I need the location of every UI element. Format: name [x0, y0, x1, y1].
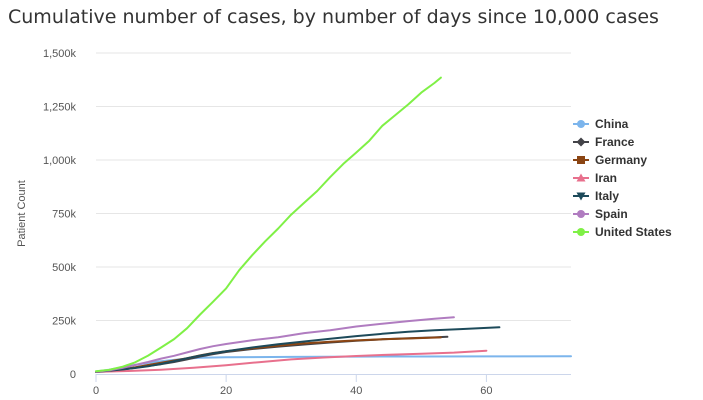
- series-line-spain[interactable]: [95, 316, 455, 373]
- legend-label: China: [595, 117, 629, 131]
- series-line-united-states[interactable]: [95, 76, 442, 373]
- y-axis-title: Patient Count: [16, 180, 28, 247]
- legend-item-france[interactable]: France: [573, 135, 635, 149]
- diamond-marker-icon: [576, 137, 586, 147]
- series-line-italy[interactable]: [95, 326, 501, 373]
- y-tick-label: 1,000k: [43, 155, 77, 167]
- legend-label: Iran: [595, 171, 617, 185]
- circle-marker-icon: [577, 120, 585, 128]
- x-tick-label: 40: [350, 385, 362, 397]
- legend-item-spain[interactable]: Spain: [573, 207, 628, 221]
- legend-item-china[interactable]: China: [573, 117, 629, 131]
- x-tick-label: 0: [93, 385, 99, 397]
- grid-lines: [96, 52, 571, 321]
- y-tick-label: 250k: [52, 316, 76, 328]
- circle-marker-icon: [577, 210, 585, 218]
- legend-label: Germany: [595, 153, 647, 167]
- y-tick-label: 1,250k: [43, 102, 77, 114]
- y-tick-label: 500k: [52, 262, 76, 274]
- y-tick-label: 1,500k: [43, 48, 77, 60]
- legend-item-united-states[interactable]: United States: [573, 225, 672, 239]
- legend: China France Germany Iran Italy Spain United S…: [573, 117, 672, 239]
- legend-item-italy[interactable]: Italy: [573, 189, 619, 203]
- series-lines: [95, 76, 572, 373]
- legend-item-germany[interactable]: Germany: [573, 153, 647, 167]
- x-tick-label: 60: [480, 385, 492, 397]
- legend-label: Spain: [595, 207, 628, 221]
- axes: 0 250k 500k 750k 1,000k 1,250k 1,500k 0 20 40 60: [43, 48, 571, 397]
- x-tick-label: 20: [220, 385, 232, 397]
- legend-item-iran[interactable]: Iran: [573, 171, 617, 185]
- triangle-down-marker-icon: [576, 192, 586, 201]
- square-marker-icon: [577, 156, 585, 164]
- y-tick-label: 750k: [52, 209, 76, 221]
- series-line-iran[interactable]: [95, 349, 488, 373]
- legend-label: Italy: [595, 189, 619, 203]
- legend-label: France: [595, 135, 635, 149]
- legend-label: United States: [595, 225, 672, 239]
- circle-marker-icon: [577, 228, 585, 236]
- chart-title: Cumulative number of cases, by number of…: [8, 6, 659, 28]
- triangle-marker-icon: [576, 173, 586, 182]
- y-tick-label: 0: [70, 369, 76, 381]
